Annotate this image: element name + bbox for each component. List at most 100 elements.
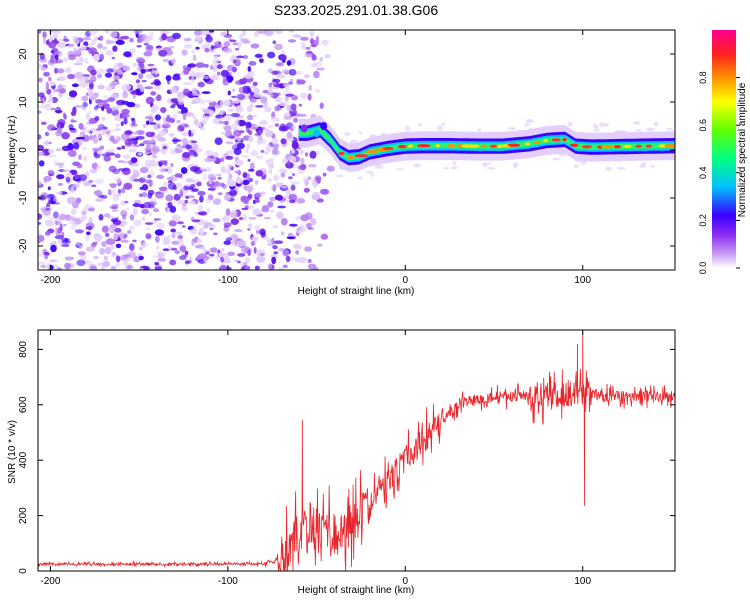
noise-blob [182,225,186,228]
noise-blob [40,151,45,156]
noise-blob [183,67,190,75]
noise-blob [267,86,273,95]
noise-blob [141,191,148,198]
noise-blob [190,140,198,144]
noise-blob [134,63,138,67]
noise-blob [87,65,95,73]
noise-blob [219,182,225,187]
noise-blob [188,149,196,156]
ridge-peak [365,150,378,154]
noise-blob [194,30,203,36]
noise-blob [129,214,135,221]
noise-blob [64,262,71,270]
chart-title: S233.2025.291.01.38.G06 [274,2,438,18]
noise-blob [61,238,70,242]
noise-blob [234,170,242,174]
noise-blob [233,236,237,240]
noise-blob [58,164,64,168]
noise-blob [73,47,77,52]
noise-blob [241,155,250,158]
noise-blob [177,221,184,225]
noise-blob [226,116,232,122]
noise-blob [288,176,293,180]
noise-blob [102,46,108,50]
noise-blob [139,193,143,197]
noise-blob [260,149,265,153]
noise-blob [191,49,196,54]
noise-blob [305,222,312,229]
noise-blob [190,70,196,78]
noise-blob [214,55,218,60]
noise-blob [222,78,230,86]
noise-blob [162,123,171,129]
noise-blob [57,42,67,49]
noise-blob [370,171,374,177]
noise-blob [599,122,605,127]
noise-blob [202,116,209,122]
noise-blob [248,135,254,143]
noise-blob [209,253,215,257]
noise-blob [552,157,560,161]
y-tick-label: 200 [18,507,29,524]
noise-blob [298,113,307,117]
noise-blob [179,245,187,252]
noise-blob [85,234,90,242]
noise-blob [145,179,152,184]
noise-blob [298,257,307,263]
noise-blob [270,116,278,123]
noise-blob [635,129,642,132]
noise-blob [193,93,201,96]
noise-blob [300,149,304,155]
noise-blob [160,252,166,257]
noise-blob [280,138,287,145]
noise-blob [103,95,108,99]
noise-blob [174,173,183,178]
noise-blob [193,225,198,229]
noise-blob [149,122,157,125]
noise-blob [605,166,612,171]
noise-blob [217,71,221,76]
noise-blob [156,122,162,130]
snr-background [38,330,675,571]
noise-blob [234,229,243,233]
noise-blob [132,144,141,148]
noise-blob [405,126,411,132]
noise-blob [198,211,208,216]
y-tick-label: 0 [18,147,29,153]
ridge-peak [600,145,614,149]
noise-blob [43,251,50,256]
colorbar-tick-label: 0.2 [698,214,708,227]
noise-blob [145,227,151,231]
ridge-peak [435,144,440,148]
noise-blob [288,30,294,33]
noise-blob [313,191,320,195]
noise-blob [246,143,250,150]
noise-blob [248,104,254,108]
noise-blob [290,128,294,132]
noise-blob [179,190,184,198]
noise-blob [67,44,75,48]
noise-blob [195,72,201,79]
noise-blob [231,122,240,130]
noise-blob [156,174,165,179]
noise-blob [273,251,279,255]
noise-blob [139,166,149,174]
noise-blob [168,45,175,49]
noise-blob [59,53,63,57]
noise-blob [253,87,260,95]
noise-blob [200,45,205,50]
noise-blob [128,135,137,139]
noise-blob [653,121,659,127]
noise-blob [324,54,331,59]
noise-blob [524,123,530,127]
noise-blob [300,214,310,222]
noise-blob [158,130,167,137]
noise-blob [92,53,101,61]
noise-blob [70,120,78,123]
noise-blob [94,236,102,243]
noise-blob [204,47,210,53]
noise-blob [217,177,222,180]
noise-blob [47,186,51,190]
noise-blob [174,250,180,255]
noise-blob [180,167,188,174]
